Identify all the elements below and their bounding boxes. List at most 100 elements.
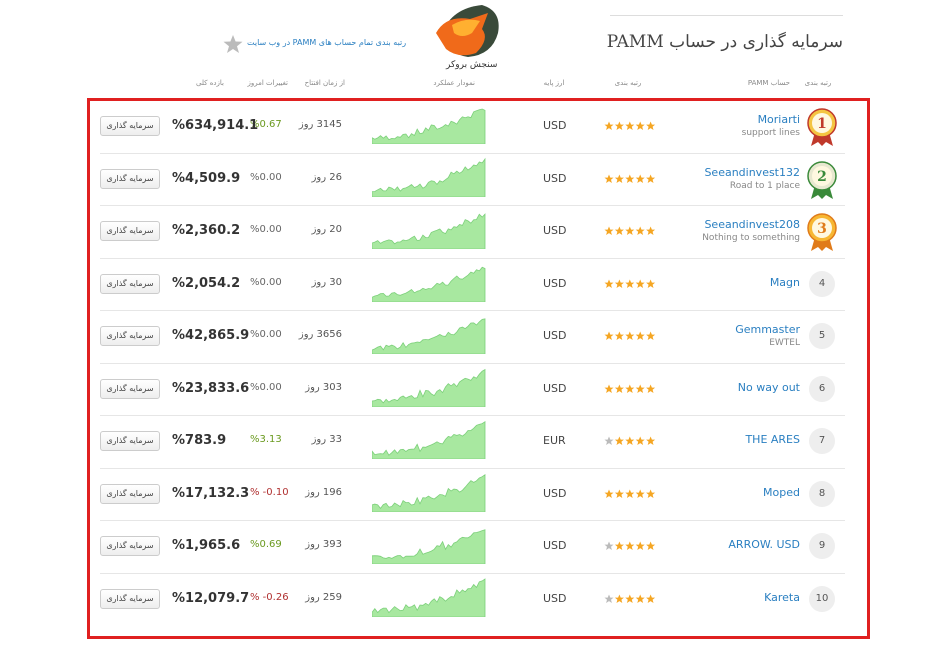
account-subtitle: Nothing to something xyxy=(702,233,800,244)
currency: USD xyxy=(543,539,567,553)
account-name[interactable]: THE ARES xyxy=(745,433,800,447)
all-ratings-link[interactable]: رتبه بندی تمام حساب های PAMM در وب سایت xyxy=(247,38,407,47)
invest-button[interactable]: سرمایه گذاری xyxy=(100,116,160,137)
today-change: %0.00 xyxy=(250,381,282,393)
account-subtitle: support lines xyxy=(741,128,800,139)
total-return: %12,079.7 xyxy=(172,590,250,606)
rating-stars xyxy=(604,594,656,603)
today-change: % -0.10 xyxy=(250,486,289,498)
invest-button[interactable]: سرمایه گذاری xyxy=(100,483,160,504)
total-return: %42,865.9 xyxy=(172,328,250,344)
today-change: %3.13 xyxy=(250,434,282,446)
invest-button[interactable]: سرمایه گذاری xyxy=(100,168,160,189)
today-change: %0.00 xyxy=(250,329,282,341)
account-name[interactable]: Magn xyxy=(769,275,800,289)
invest-button[interactable]: سرمایه گذاری xyxy=(100,221,160,242)
performance-chart xyxy=(372,421,486,460)
account-age: 393 روز xyxy=(305,539,342,551)
invest-button[interactable]: سرمایه گذاری xyxy=(100,536,160,557)
logo xyxy=(436,5,499,57)
account-age: 33 روز xyxy=(311,434,342,446)
currency: USD xyxy=(543,276,567,290)
rank: 6 xyxy=(809,375,835,402)
page-title: سرمایه گذاری در حساب PAMM xyxy=(606,32,843,52)
account-name[interactable]: Kareta xyxy=(764,590,800,604)
currency: USD xyxy=(543,591,567,605)
total-return: %2,054.2 xyxy=(172,275,241,291)
medal: 2 xyxy=(807,161,837,199)
logo-text: سنجش بروکر xyxy=(446,60,498,70)
performance-chart xyxy=(372,108,486,145)
row-separator xyxy=(100,205,845,206)
rank: 1 xyxy=(817,116,827,132)
performance-chart xyxy=(372,266,486,302)
today-change: %0.67 xyxy=(250,119,282,131)
invest-button[interactable]: سرمایه گذاری xyxy=(100,326,160,347)
rank: 4 xyxy=(809,270,835,297)
total-return: %783.9 xyxy=(172,433,227,449)
rating-stars xyxy=(604,174,656,183)
performance-chart xyxy=(372,368,486,407)
row-separator xyxy=(100,415,845,416)
medal: 1 xyxy=(807,108,837,147)
invest-button[interactable]: سرمایه گذاری xyxy=(100,273,160,294)
rank: 3 xyxy=(817,221,827,237)
currency: EUR xyxy=(543,434,566,448)
account-name[interactable]: Gemmaster xyxy=(735,323,800,337)
total-return: %634,914.1 xyxy=(172,118,259,134)
today-change: %0.00 xyxy=(250,224,282,236)
invest-button[interactable]: سرمایه گذاری xyxy=(100,431,160,452)
rating-stars xyxy=(604,384,656,393)
column-header: رتبه بندی xyxy=(614,79,642,87)
total-return: %23,833.6 xyxy=(172,380,250,396)
today-change: %0.00 xyxy=(250,171,282,183)
rank: 5 xyxy=(809,323,835,350)
account-name[interactable]: No way out xyxy=(737,380,800,394)
account-name[interactable]: ARROW. USD xyxy=(728,538,800,552)
account-age: 259 روز xyxy=(305,591,342,603)
total-return: %17,132.3 xyxy=(172,485,250,501)
account-age: 26 روز xyxy=(311,171,342,183)
account-age: 20 روز xyxy=(311,224,342,236)
rating-stars xyxy=(604,541,656,551)
star-icon xyxy=(223,35,243,53)
currency: USD xyxy=(543,381,567,395)
performance-chart xyxy=(372,577,486,617)
rating-stars xyxy=(604,279,656,288)
column-header: تغییرات امروز xyxy=(247,79,289,87)
column-header: ارز پایه xyxy=(543,79,565,87)
total-return: %2,360.2 xyxy=(172,223,241,239)
column-header: رتبه بندی xyxy=(804,79,832,87)
medal: 3 xyxy=(807,213,837,252)
account-name[interactable]: Seeandinvest208 xyxy=(704,218,800,232)
total-return: %1,965.6 xyxy=(172,538,241,554)
today-change: %0.00 xyxy=(250,276,282,288)
account-age: 3145 روز xyxy=(298,119,342,131)
rating-stars xyxy=(604,226,656,236)
row-separator xyxy=(100,520,845,521)
account-name[interactable]: Moped xyxy=(763,485,800,499)
invest-button[interactable]: سرمایه گذاری xyxy=(100,378,160,399)
rank: 7 xyxy=(809,428,835,455)
column-header: از زمان افتتاح xyxy=(304,79,345,87)
account-name[interactable]: Seeandinvest132 xyxy=(704,165,800,179)
currency: USD xyxy=(543,329,567,343)
account-age: 3656 روز xyxy=(298,329,342,341)
invest-button[interactable]: سرمایه گذاری xyxy=(100,588,160,609)
currency: USD xyxy=(543,486,567,500)
rating-stars xyxy=(604,121,656,131)
row-separator xyxy=(100,310,845,311)
divider xyxy=(610,15,843,16)
rating-stars xyxy=(604,436,656,446)
performance-chart xyxy=(372,473,486,512)
account-name[interactable]: Moriarti xyxy=(757,113,800,127)
column-header: نمودار عملکرد xyxy=(433,79,475,87)
total-return: %4,509.9 xyxy=(172,170,241,186)
performance-chart xyxy=(372,529,486,565)
row-separator xyxy=(100,572,845,574)
currency: USD xyxy=(543,119,567,133)
column-header: حساب PAMM xyxy=(747,79,790,87)
highlight-frame xyxy=(87,98,870,639)
account-age: 196 روز xyxy=(305,486,342,498)
